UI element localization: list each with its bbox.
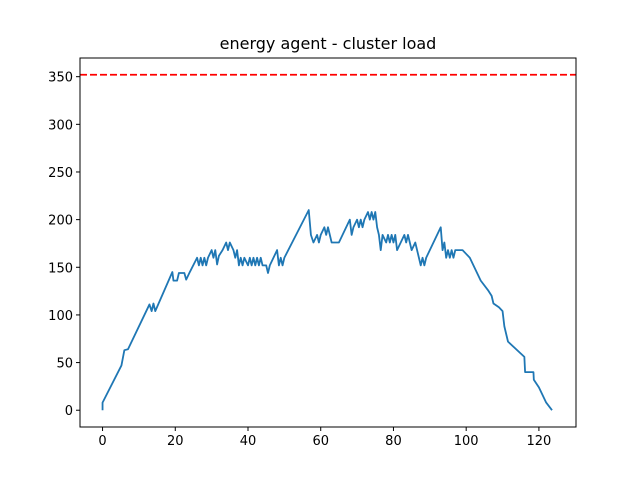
y-tick-label: 350 — [48, 71, 73, 86]
y-tick-label: 250 — [48, 166, 73, 181]
y-tick-label: 50 — [56, 357, 73, 372]
y-tick-label: 0 — [65, 404, 73, 419]
y-tick-label: 150 — [48, 261, 73, 276]
plot-frame — [79, 57, 577, 428]
x-tick-label: 100 — [454, 434, 479, 449]
y-tick-label: 100 — [48, 309, 73, 324]
x-tick-label: 60 — [312, 434, 329, 449]
x-tick-label: 0 — [98, 434, 106, 449]
x-tick-label: 120 — [526, 434, 551, 449]
x-tick-label: 20 — [167, 434, 184, 449]
y-tick-label: 300 — [48, 118, 73, 133]
x-tick-label: 40 — [240, 434, 257, 449]
y-tick-label: 200 — [48, 214, 73, 229]
chart-title: energy agent - cluster load — [220, 34, 437, 53]
data-line — [101, 209, 553, 411]
x-tick-label: 80 — [385, 434, 402, 449]
